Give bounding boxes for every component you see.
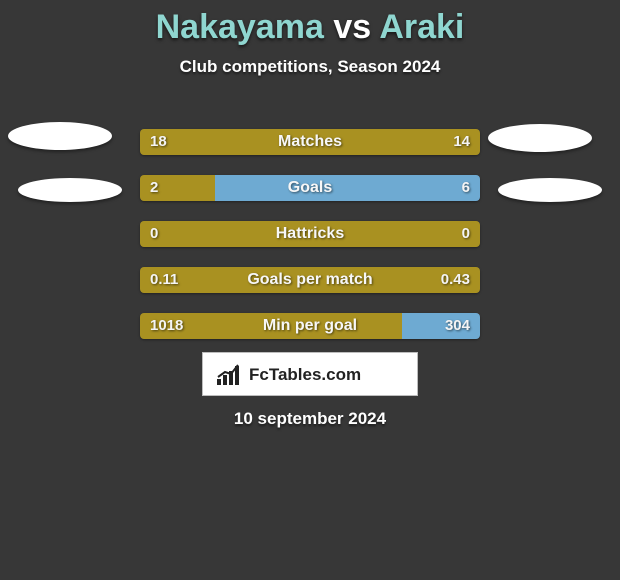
stat-left-value: 2: [150, 175, 158, 201]
stat-bar: 0.110.43Goals per match: [140, 267, 480, 293]
badge-text: FcTables.com: [249, 365, 361, 384]
stat-bar: 26Goals: [140, 175, 480, 201]
stat-bar: 00Hattricks: [140, 221, 480, 247]
player-ellipse: [488, 124, 592, 152]
stat-row: 00Hattricks: [0, 211, 620, 257]
player-ellipse: [18, 178, 122, 202]
stat-bar: 1018304Min per goal: [140, 313, 480, 339]
stat-left-value: 0.11: [150, 267, 178, 293]
stat-left-value: 18: [150, 129, 167, 155]
player-ellipse: [8, 122, 112, 150]
stat-left-value: 1018: [150, 313, 183, 339]
stat-right-value: 14: [453, 129, 470, 155]
fctables-logo: FcTables.com: [215, 359, 405, 389]
stat-bar-left-segment: [140, 129, 480, 155]
source-badge: FcTables.com: [202, 352, 418, 396]
date-label: 10 september 2024: [0, 409, 620, 429]
stat-row: 1018304Min per goal: [0, 303, 620, 349]
stat-bar-right-segment: [215, 175, 480, 201]
stat-bar: 1814Matches: [140, 129, 480, 155]
stat-bar-left-segment: [140, 267, 480, 293]
player-ellipse: [498, 178, 602, 202]
stat-right-value: 0: [462, 221, 470, 247]
title-player1: Nakayama: [156, 8, 324, 46]
stats-area: 1814Matches26Goals00Hattricks0.110.43Goa…: [0, 119, 620, 349]
stat-left-value: 0: [150, 221, 158, 247]
title-player2: Araki: [379, 8, 464, 46]
stat-right-value: 304: [445, 313, 470, 339]
stat-row: 0.110.43Goals per match: [0, 257, 620, 303]
stat-right-value: 6: [462, 175, 470, 201]
comparison-title: Nakayama vs Araki: [0, 0, 620, 47]
stat-bar-left-segment: [140, 221, 480, 247]
stat-right-value: 0.43: [441, 267, 470, 293]
title-vs: vs: [333, 8, 371, 46]
subtitle: Club competitions, Season 2024: [0, 57, 620, 77]
